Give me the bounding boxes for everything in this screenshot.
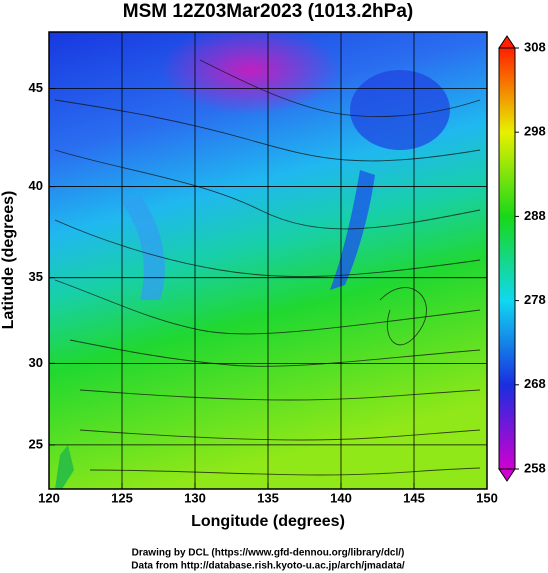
y-tick-label: 40 — [29, 178, 43, 193]
colorbar-max-arrow — [498, 35, 516, 49]
x-tick-label: 125 — [111, 490, 133, 505]
credit: Drawing by DCL (https://www.gfd-dennou.o… — [132, 548, 405, 559]
colorbar-tick-label: 268 — [524, 376, 546, 391]
y-tick-label: 30 — [29, 355, 43, 370]
credit: Data from http://database.rish.kyoto-u.a… — [131, 561, 405, 572]
y-axis-label: Latitude (degrees) — [0, 191, 17, 330]
colorbar-tick-label: 288 — [524, 208, 546, 223]
plot-frame — [48, 31, 488, 490]
colorbar — [498, 47, 516, 470]
x-tick-label: 150 — [476, 490, 498, 505]
x-axis-label: Longitude (degrees) — [191, 513, 345, 530]
colorbar-tick-label: 258 — [524, 460, 546, 475]
x-tick-label: 135 — [257, 490, 279, 505]
x-tick-label: 145 — [403, 490, 425, 505]
colorbar-tick-label: 308 — [524, 39, 546, 54]
x-tick-label: 140 — [330, 490, 352, 505]
x-tick-label: 120 — [38, 490, 60, 505]
y-tick-label: 25 — [29, 436, 43, 451]
y-tick-label: 45 — [29, 80, 43, 95]
colorbar-tick-label: 278 — [524, 292, 546, 307]
colorbar-tick-label: 298 — [524, 124, 546, 139]
x-tick-label: 130 — [184, 490, 206, 505]
axes: 120 125 130 135 140 145 150 25 30 35 40 45 258 268 278… — [29, 32, 546, 505]
colorbar-min-arrow — [498, 468, 516, 482]
y-tick-label: 35 — [29, 269, 43, 284]
title: MSM 12Z03Mar2023 (1013.2hPa) — [123, 1, 413, 22]
